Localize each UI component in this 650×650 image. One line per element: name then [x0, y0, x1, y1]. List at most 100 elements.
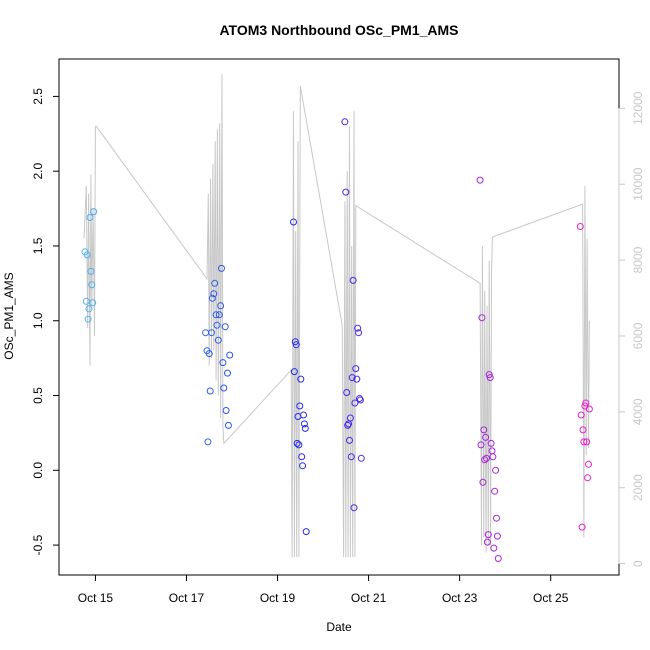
y-tick-label: 1.0 — [31, 312, 45, 329]
data-point — [484, 531, 492, 539]
data-point — [355, 329, 363, 337]
data-point — [356, 396, 364, 404]
data-point — [222, 407, 230, 414]
data-point — [490, 544, 498, 552]
data-point — [356, 395, 363, 402]
data-point — [579, 426, 587, 434]
y-right-tick-label: 0 — [631, 560, 645, 567]
x-axis: Oct 15 Oct 17 Oct 19 Oct 21 Oct 23 Oct 25 — [78, 574, 569, 605]
y-right-tick-label: 4000 — [631, 398, 645, 425]
data-point — [494, 555, 502, 562]
data-point — [344, 421, 352, 429]
data-point — [224, 369, 231, 377]
data-point — [82, 297, 90, 305]
data-point — [215, 311, 223, 319]
data-point — [353, 375, 361, 383]
data-point — [83, 251, 91, 259]
x-tick-label: Oct 15 — [78, 591, 114, 605]
data-point — [346, 436, 353, 444]
y-tick-label: 2.5 — [31, 88, 45, 105]
data-point — [290, 368, 298, 376]
data-point — [585, 460, 592, 468]
data-point — [487, 439, 495, 447]
y-right-tick-label: 6000 — [631, 322, 645, 349]
data-point — [213, 321, 221, 329]
data-point — [85, 305, 93, 313]
data-point — [483, 538, 491, 546]
y-tick-label: 0.5 — [31, 387, 45, 404]
data-point — [491, 487, 499, 495]
data-point — [584, 474, 592, 482]
data-point — [485, 371, 493, 379]
data-point — [208, 329, 215, 337]
y-tick-label: 2.0 — [31, 163, 45, 180]
data-point — [299, 462, 307, 470]
data-point — [220, 384, 228, 392]
x-tick-label: Oct 21 — [351, 591, 387, 605]
data-point — [295, 441, 303, 449]
y-right-tick-label: 8000 — [631, 246, 645, 273]
x-tick-label: Oct 25 — [533, 591, 569, 605]
data-point — [293, 439, 301, 447]
data-point — [486, 374, 494, 382]
data-point — [205, 350, 213, 358]
chart-title: ATOM3 Northbound OSc_PM1_AMS — [219, 22, 458, 38]
data-point — [580, 438, 588, 446]
data-point — [576, 223, 584, 230]
y-right-tick-label: 10000 — [631, 167, 645, 201]
data-point — [297, 375, 305, 383]
data-point — [350, 504, 358, 512]
data-point — [477, 441, 485, 449]
data-point — [88, 281, 96, 289]
data-point — [342, 188, 350, 196]
data-point — [84, 315, 92, 323]
data-point — [300, 411, 307, 419]
data-point — [483, 454, 490, 462]
background-line-layer — [83, 73, 590, 558]
data-point — [208, 294, 216, 302]
data-point — [481, 456, 489, 464]
data-point — [224, 421, 232, 429]
data-point — [492, 466, 500, 474]
x-axis-label: Date — [326, 620, 352, 634]
data-point — [343, 389, 351, 396]
data-point — [583, 438, 591, 446]
data-point — [585, 405, 593, 413]
data-point — [87, 267, 95, 275]
y-tick-label: 1.5 — [31, 237, 45, 254]
data-point — [226, 351, 234, 359]
data-point — [352, 365, 360, 373]
background-series-line — [83, 73, 590, 558]
data-point — [346, 414, 354, 422]
data-point — [204, 438, 212, 446]
data-point — [577, 411, 585, 419]
data-point — [302, 528, 310, 536]
data-point — [211, 279, 219, 287]
data-point — [300, 420, 308, 428]
data-point — [349, 276, 357, 284]
data-point — [347, 453, 355, 461]
data-point — [206, 387, 214, 395]
data-point — [479, 478, 487, 486]
data-point — [357, 454, 365, 462]
y-axis-right: 0 2000 4000 6000 8000 10000 12000 — [618, 91, 645, 567]
y-axis-label: OSc_PM1_AMS — [2, 272, 16, 359]
data-point — [291, 338, 299, 346]
data-point — [296, 402, 304, 410]
y-right-tick-label: 2000 — [631, 474, 645, 501]
data-point — [489, 453, 497, 461]
points-layer — [81, 118, 593, 562]
data-point — [354, 324, 362, 332]
data-point — [582, 399, 590, 407]
data-point — [86, 214, 94, 221]
data-point — [212, 311, 220, 319]
data-point — [290, 218, 297, 226]
data-point — [292, 341, 300, 349]
y-tick-label: 0.0 — [31, 462, 45, 479]
data-point — [351, 399, 359, 407]
data-point — [89, 299, 97, 307]
y-axis: -0.5 0.0 0.5 1.0 1.5 2.0 2.5 — [31, 88, 60, 555]
data-point — [480, 426, 488, 434]
